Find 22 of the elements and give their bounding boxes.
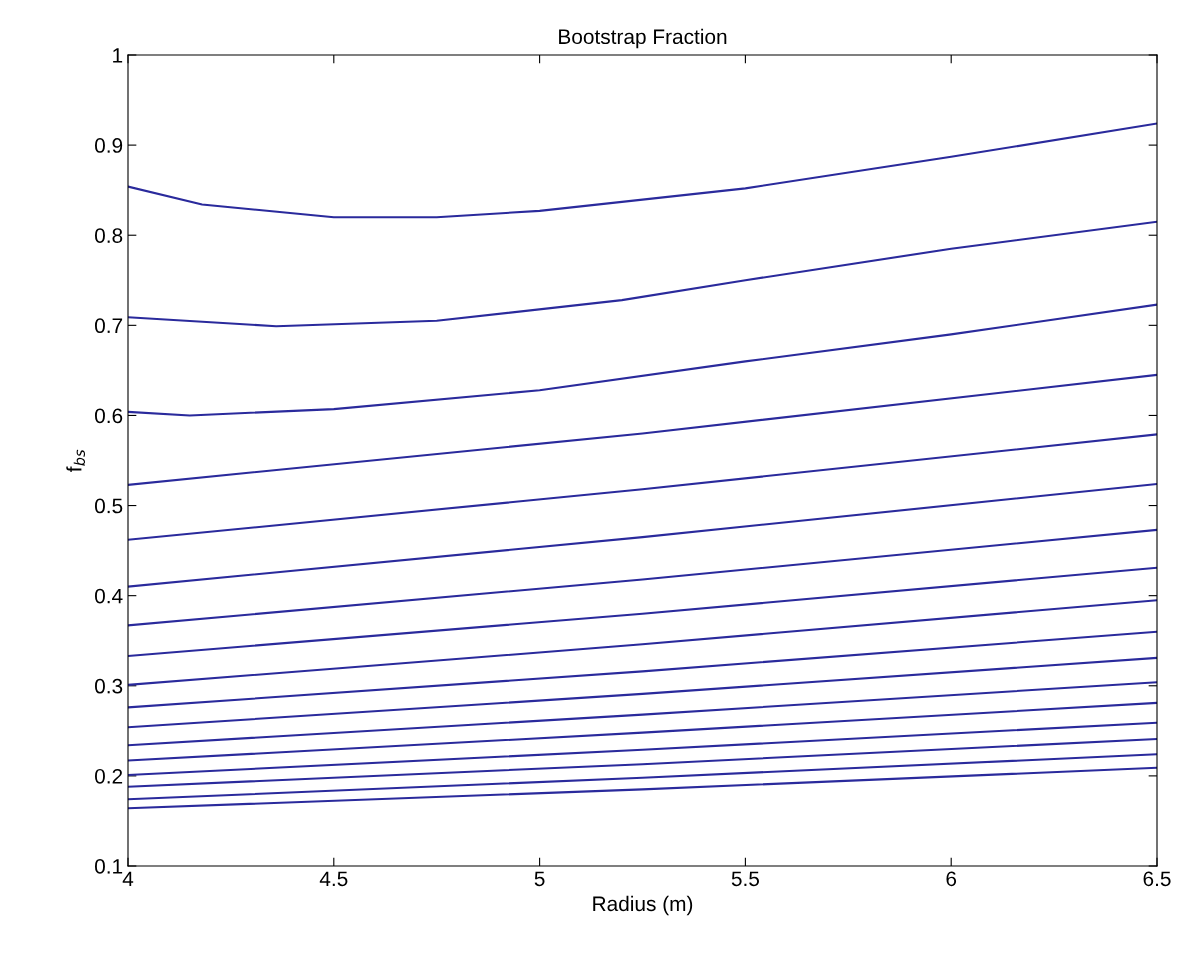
x-tick-label: 6 [946, 871, 957, 887]
y-axis-title: f$_{bs}$ [66, 449, 86, 472]
y-tick-label: 1 [113, 48, 123, 63]
y-tick-label: 0.4 [94, 588, 123, 604]
y-tick-label: 0.6 [94, 408, 123, 424]
x-tick-label: 4 [122, 871, 134, 886]
chart-title: Bootstrap Fraction [559, 28, 727, 49]
x-tick-label: 5 [534, 871, 545, 887]
x-axis-title: Radius (m) [593, 895, 693, 916]
y-tick-label: 0.5 [94, 498, 123, 514]
y-tick-label: 0.2 [94, 768, 123, 784]
y-tick-label: 0.3 [94, 678, 123, 694]
y-tick-label: 0.8 [94, 228, 123, 243]
y-tick-label: 0.9 [94, 138, 123, 153]
x-tick-label: 5.5 [731, 871, 760, 887]
line-series [128, 303, 1157, 417]
x-tick-label: 6.5 [1143, 871, 1171, 887]
line-series [128, 122, 1157, 219]
y-tick-label: 0.1 [94, 859, 123, 874]
y-tick-label: 0.7 [94, 318, 123, 334]
line-series [128, 220, 1157, 328]
x-tick-label: 4.5 [319, 871, 348, 887]
